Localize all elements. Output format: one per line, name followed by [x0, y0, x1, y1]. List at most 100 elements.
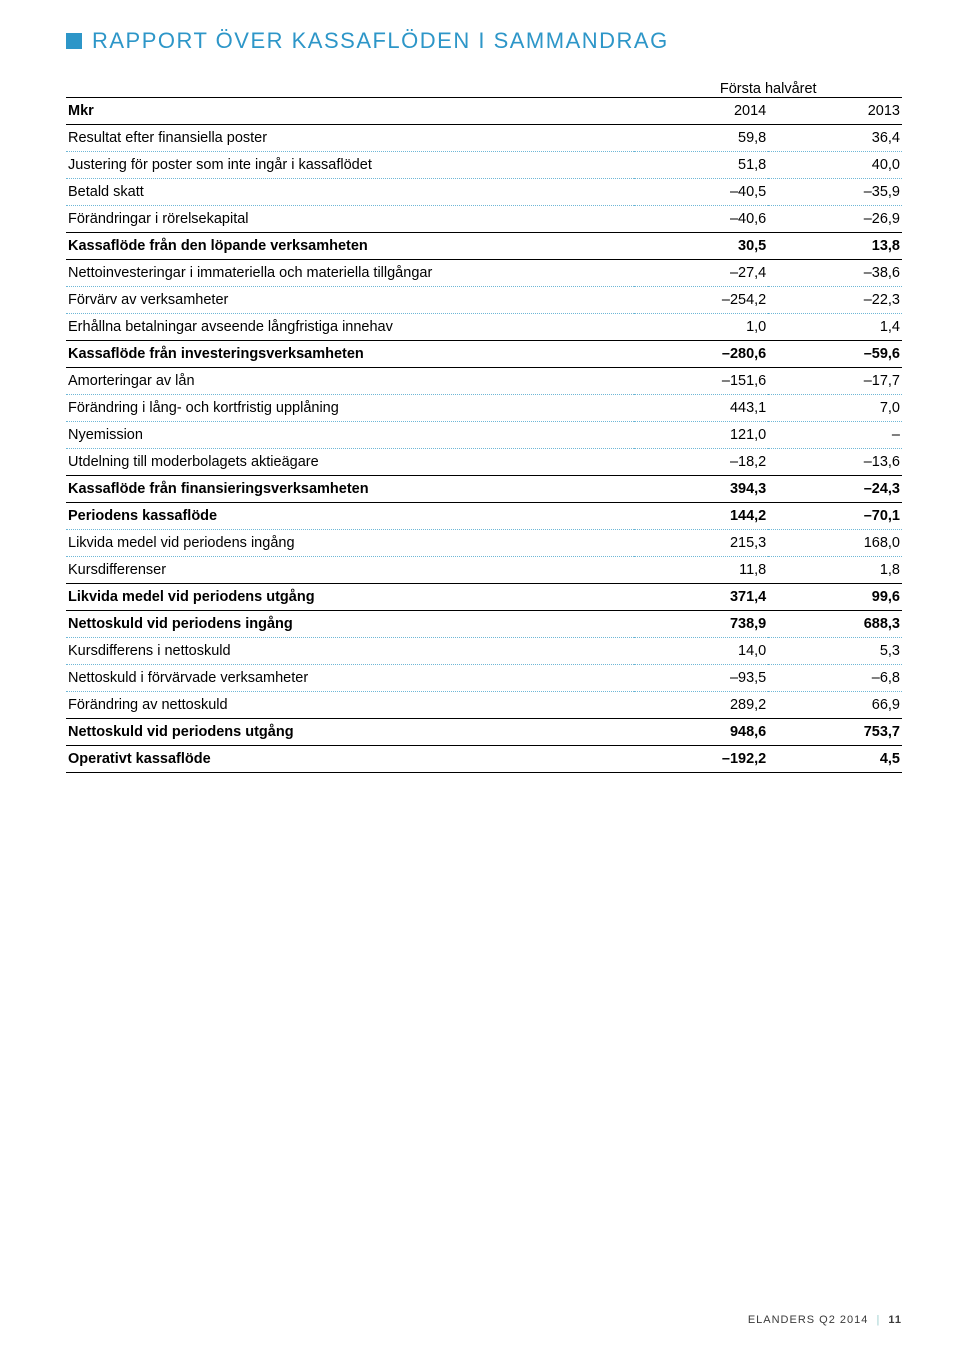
- row-label: Kassaflöde från investeringsverksamheten: [66, 341, 634, 368]
- row-value: –254,2: [634, 287, 768, 314]
- row-value: 7,0: [768, 395, 902, 422]
- table-row: Resultat efter finansiella poster59,836,…: [66, 125, 902, 152]
- table-superheader-row: Första halvåret: [66, 76, 902, 98]
- table-row: Nyemission121,0–: [66, 422, 902, 449]
- row-label: Förändringar i rörelsekapital: [66, 206, 634, 233]
- row-value: 14,0: [634, 638, 768, 665]
- row-value: 738,9: [634, 611, 768, 638]
- table-row: Erhållna betalningar avseende långfristi…: [66, 314, 902, 341]
- row-label: Nettoskuld vid periodens ingång: [66, 611, 634, 638]
- row-value: –59,6: [768, 341, 902, 368]
- footer: ELANDERS Q2 2014 | 11: [748, 1314, 902, 1326]
- row-label: Nettoskuld i förvärvade verksamheter: [66, 665, 634, 692]
- row-value: 394,3: [634, 476, 768, 503]
- table-row: Nettoskuld vid periodens utgång948,6753,…: [66, 719, 902, 746]
- row-label: Resultat efter finansiella poster: [66, 125, 634, 152]
- row-value: 1,8: [768, 557, 902, 584]
- table-row: Likvida medel vid periodens utgång371,49…: [66, 584, 902, 611]
- row-value: –: [768, 422, 902, 449]
- footer-brand: ELANDERS Q2 2014: [748, 1314, 869, 1326]
- footer-page: 11: [888, 1314, 902, 1326]
- row-value: –40,5: [634, 179, 768, 206]
- row-value: 5,3: [768, 638, 902, 665]
- row-value: 11,8: [634, 557, 768, 584]
- row-value: 371,4: [634, 584, 768, 611]
- table-row: Förändring av nettoskuld289,266,9: [66, 692, 902, 719]
- row-label: Amorteringar av lån: [66, 368, 634, 395]
- footer-divider-icon: |: [876, 1314, 880, 1326]
- row-value: –24,3: [768, 476, 902, 503]
- table-row: Förändringar i rörelsekapital–40,6–26,9: [66, 206, 902, 233]
- row-label: Förändring i lång- och kortfristig upplå…: [66, 395, 634, 422]
- row-label: Nettoinvesteringar i immateriella och ma…: [66, 260, 634, 287]
- row-value: –18,2: [634, 449, 768, 476]
- row-label: Operativt kassaflöde: [66, 746, 634, 773]
- row-label: Förändring av nettoskuld: [66, 692, 634, 719]
- row-label: Justering för poster som inte ingår i ka…: [66, 152, 634, 179]
- table-row: Operativt kassaflöde–192,24,5: [66, 746, 902, 773]
- row-value: –40,6: [634, 206, 768, 233]
- row-value: –6,8: [768, 665, 902, 692]
- row-label: Betald skatt: [66, 179, 634, 206]
- row-label: Kursdifferenser: [66, 557, 634, 584]
- row-label: Förvärv av verksamheter: [66, 287, 634, 314]
- row-value: –151,6: [634, 368, 768, 395]
- table-row: Utdelning till moderbolagets aktieägare–…: [66, 449, 902, 476]
- row-value: 443,1: [634, 395, 768, 422]
- row-label: Periodens kassaflöde: [66, 503, 634, 530]
- row-value: –27,4: [634, 260, 768, 287]
- table-row: Nettoskuld i förvärvade verksamheter–93,…: [66, 665, 902, 692]
- row-value: 948,6: [634, 719, 768, 746]
- row-value: 1,4: [768, 314, 902, 341]
- row-value: 753,7: [768, 719, 902, 746]
- row-value: –17,7: [768, 368, 902, 395]
- table-header-row: Mkr 2014 2013: [66, 98, 902, 125]
- table-row: Justering för poster som inte ingår i ka…: [66, 152, 902, 179]
- table-row: Kassaflöde från finansieringsverksamhete…: [66, 476, 902, 503]
- row-value: 66,9: [768, 692, 902, 719]
- row-label: Nyemission: [66, 422, 634, 449]
- page-title: RAPPORT ÖVER KASSAFLÖDEN I SAMMANDRAG: [92, 28, 669, 54]
- row-label: Kassaflöde från finansieringsverksamhete…: [66, 476, 634, 503]
- row-value: 289,2: [634, 692, 768, 719]
- row-value: 121,0: [634, 422, 768, 449]
- row-value: –26,9: [768, 206, 902, 233]
- row-value: –192,2: [634, 746, 768, 773]
- row-label: Kassaflöde från den löpande verksamheten: [66, 233, 634, 260]
- row-value: 1,0: [634, 314, 768, 341]
- table-row: Nettoskuld vid periodens ingång738,9688,…: [66, 611, 902, 638]
- row-value: 40,0: [768, 152, 902, 179]
- row-value: 144,2: [634, 503, 768, 530]
- row-value: –35,9: [768, 179, 902, 206]
- row-value: 215,3: [634, 530, 768, 557]
- row-value: –13,6: [768, 449, 902, 476]
- row-label: Nettoskuld vid periodens utgång: [66, 719, 634, 746]
- row-value: –93,5: [634, 665, 768, 692]
- unit-label: Mkr: [66, 98, 634, 125]
- table-row: Periodens kassaflöde144,2–70,1: [66, 503, 902, 530]
- table-row: Kursdifferens i nettoskuld14,05,3: [66, 638, 902, 665]
- table-row: Kassaflöde från den löpande verksamheten…: [66, 233, 902, 260]
- row-value: 30,5: [634, 233, 768, 260]
- table-superheader: Första halvåret: [634, 76, 902, 98]
- row-value: 688,3: [768, 611, 902, 638]
- row-value: 59,8: [634, 125, 768, 152]
- row-label: Erhållna betalningar avseende långfristi…: [66, 314, 634, 341]
- row-label: Likvida medel vid periodens utgång: [66, 584, 634, 611]
- cashflow-table: Första halvåret Mkr 2014 2013 Resultat e…: [66, 76, 902, 773]
- row-label: Utdelning till moderbolagets aktieägare: [66, 449, 634, 476]
- title-square-icon: [66, 33, 82, 49]
- row-value: 4,5: [768, 746, 902, 773]
- row-label: Likvida medel vid periodens ingång: [66, 530, 634, 557]
- row-value: 168,0: [768, 530, 902, 557]
- page-title-row: RAPPORT ÖVER KASSAFLÖDEN I SAMMANDRAG: [66, 28, 902, 54]
- row-value: –22,3: [768, 287, 902, 314]
- table-row: Förvärv av verksamheter–254,2–22,3: [66, 287, 902, 314]
- table-row: Betald skatt–40,5–35,9: [66, 179, 902, 206]
- row-value: 36,4: [768, 125, 902, 152]
- table-row: Kassaflöde från investeringsverksamheten…: [66, 341, 902, 368]
- row-value: 13,8: [768, 233, 902, 260]
- row-value: –280,6: [634, 341, 768, 368]
- row-value: 51,8: [634, 152, 768, 179]
- row-value: 99,6: [768, 584, 902, 611]
